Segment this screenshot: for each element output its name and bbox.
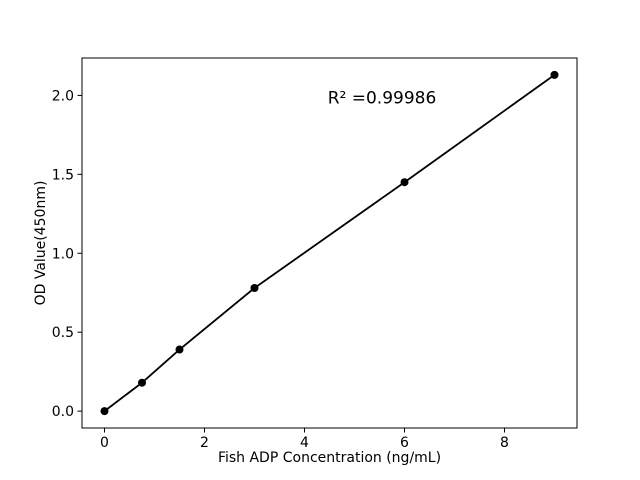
y-tick-label: 0.0 <box>52 404 74 420</box>
y-axis-ticks: 0.0 0.5 1.0 1.5 2.0 <box>52 88 82 420</box>
x-tick-label: 4 <box>300 435 309 451</box>
x-tick-label: 0 <box>100 435 109 451</box>
trend-line <box>103 73 556 413</box>
y-tick-label: 1.0 <box>52 246 74 262</box>
x-tick-label: 2 <box>200 435 209 451</box>
x-tick-label: 6 <box>400 435 409 451</box>
data-series <box>100 70 559 416</box>
y-axis-label: OD Value(450nm) <box>33 181 49 306</box>
x-tick-label: 8 <box>500 435 509 451</box>
data-point <box>100 407 109 416</box>
data-point <box>250 283 259 292</box>
x-axis-label: Fish ADP Concentration (ng/mL) <box>218 450 441 466</box>
y-tick-label: 0.5 <box>52 325 74 341</box>
r-squared-annotation: R² =0.99986 <box>328 88 437 108</box>
y-tick-label: 2.0 <box>52 88 74 104</box>
data-point <box>138 378 146 387</box>
data-point <box>550 70 559 79</box>
y-tick-label: 1.5 <box>52 167 74 183</box>
x-axis-ticks: 0 2 4 6 8 <box>100 428 509 451</box>
plot-area <box>81 57 578 429</box>
data-point <box>175 345 184 354</box>
data-point <box>400 178 409 187</box>
